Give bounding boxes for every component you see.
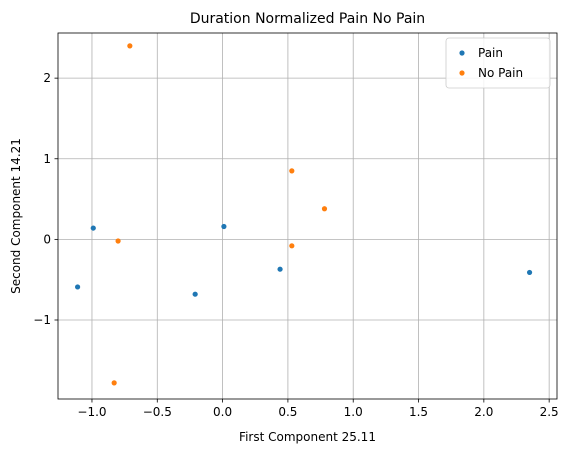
y-tick-label: 0 xyxy=(43,232,51,246)
data-point xyxy=(111,380,117,386)
points-layer xyxy=(74,43,533,386)
series-1 xyxy=(111,43,328,386)
x-tick-label: 0.0 xyxy=(213,405,232,419)
chart-title: Duration Normalized Pain No Pain xyxy=(190,11,425,27)
x-tick-label: 2.5 xyxy=(540,405,559,419)
y-tick-label: 1 xyxy=(43,152,51,166)
x-axis-label: First Component 25.11 xyxy=(239,430,376,444)
legend-label: Pain xyxy=(478,46,503,60)
data-point xyxy=(115,238,121,244)
x-tick-label: 1.0 xyxy=(344,405,363,419)
data-point xyxy=(127,43,133,49)
data-point xyxy=(74,284,81,290)
data-point xyxy=(192,291,198,297)
data-point xyxy=(90,225,96,231)
x-tick-label: 1.5 xyxy=(409,405,428,419)
x-tick-label: −1.0 xyxy=(77,405,106,419)
legend-box xyxy=(445,37,551,89)
x-tick-label: 0.5 xyxy=(278,405,297,419)
data-point xyxy=(289,168,295,174)
y-tick-label: −1 xyxy=(33,313,51,327)
legend: Pain No Pain xyxy=(445,37,551,89)
x-tick-label: 2.0 xyxy=(474,405,493,419)
x-tick-label: −0.5 xyxy=(143,405,172,419)
data-point xyxy=(321,206,328,212)
data-point xyxy=(221,223,227,230)
y-axis-label: Second Component 14.21 xyxy=(9,138,23,294)
ticks-layer: −1.0 −0.5 0.0 0.5 1.0 1.5 2.0 2.5 −1 0 1 2 xyxy=(33,71,558,419)
grid-layer xyxy=(58,33,557,399)
legend-marker xyxy=(459,50,465,56)
data-point xyxy=(289,243,295,249)
data-point xyxy=(277,266,283,272)
legend-label: No Pain xyxy=(478,66,523,80)
data-point xyxy=(526,269,533,276)
series-0 xyxy=(74,223,533,297)
plot-frame xyxy=(57,32,558,400)
y-tick-label: 2 xyxy=(43,71,51,85)
legend-marker xyxy=(459,70,465,76)
